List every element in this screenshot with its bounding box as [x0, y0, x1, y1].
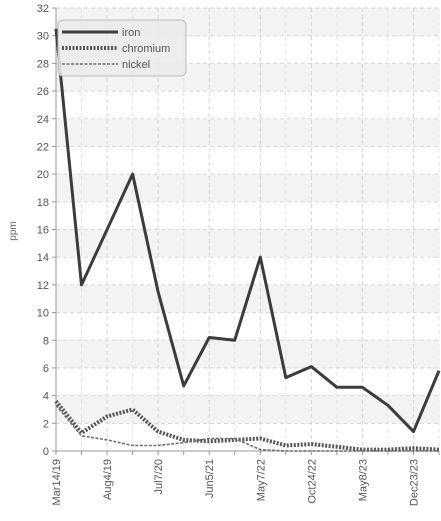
- series-line-iron: [54, 28, 441, 434]
- plot-band: [56, 118, 439, 147]
- x-tick-label: May7/22: [255, 459, 267, 501]
- y-tick-label: 0: [43, 446, 49, 458]
- legend-label-nickel: nickel: [122, 59, 150, 71]
- y-axis-label: ppm: [8, 221, 19, 240]
- y-tick-label: 20: [37, 169, 49, 181]
- x-tick-label: Jul7/20: [153, 459, 165, 494]
- x-tick-label: Dec23/23: [408, 459, 420, 506]
- x-tick-label: May8/23: [357, 459, 369, 501]
- series-line-chromium: [54, 399, 440, 452]
- axes: [52, 7, 440, 455]
- plot-band: [56, 174, 439, 202]
- y-tick-label: 10: [37, 308, 49, 320]
- legend-label-iron: iron: [122, 27, 140, 39]
- x-tick-label: Mar14/19: [51, 459, 63, 505]
- series-line-nickel: [55, 404, 439, 452]
- y-tick-label: 22: [37, 141, 49, 153]
- legend: iron chromium nickel: [57, 19, 187, 77]
- x-tick-label: Jun5/21: [204, 459, 216, 498]
- plot-band: [56, 340, 439, 368]
- y-tick-label: 8: [43, 335, 49, 347]
- legend-box: [57, 19, 187, 77]
- y-tick-label: 30: [37, 31, 49, 43]
- x-tick-label: Aug4/19: [102, 459, 114, 500]
- y-tick-label: 28: [37, 58, 49, 70]
- y-tick-label: 18: [37, 197, 49, 209]
- x-tick-labels: Mar14/19 Aug4/19 Jul7/20 Jun5/21 May7/22 Oct2…: [51, 459, 420, 506]
- legend-label-chromium: chromium: [122, 43, 170, 55]
- y-tick-label: 24: [37, 114, 49, 126]
- y-tick-label: 12: [37, 280, 49, 292]
- plot-band: [56, 395, 439, 424]
- y-tick-label: 4: [43, 391, 49, 403]
- plot-band: [56, 229, 439, 258]
- y-tick-label: 32: [37, 3, 49, 15]
- y-tick-label: 2: [43, 418, 49, 430]
- series-lines: [54, 28, 441, 452]
- y-tick-label: 6: [43, 363, 49, 375]
- y-tick-label: 26: [37, 86, 49, 98]
- y-tick-label: 14: [37, 252, 49, 264]
- x-tick-label: Oct24/22: [306, 459, 318, 504]
- y-tick-label: 16: [37, 225, 49, 237]
